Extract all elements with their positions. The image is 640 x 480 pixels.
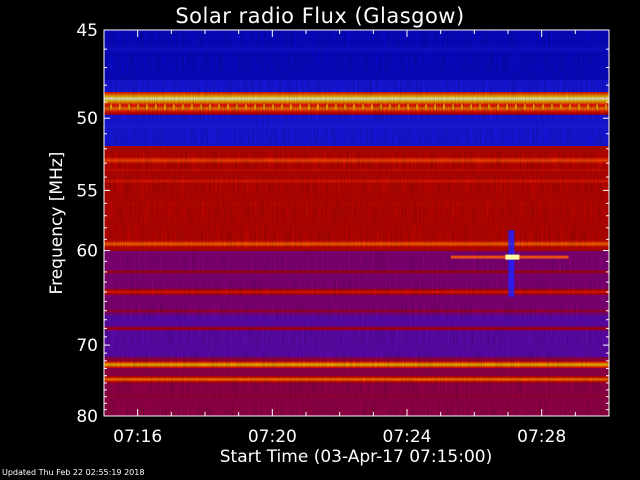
y-tick-label: 60 (76, 242, 98, 262)
x-axis-label: Start Time (03-Apr-17 07:15:00) (220, 447, 492, 467)
y-tick-label: 50 (76, 109, 98, 129)
plot-area (104, 30, 609, 416)
x-axis: 07:16 07:20 07:24 07:28 (103, 30, 610, 447)
burst-column (508, 230, 515, 297)
plot-border (103, 29, 610, 417)
updated-timestamp: Updated Thu Feb 22 02:55:19 2018 (2, 468, 145, 477)
y-tick-label: 70 (76, 336, 98, 356)
y-tick-label: 45 (76, 21, 98, 41)
x-tick-label: 07:28 (517, 427, 566, 447)
y-tick-label: 80 (76, 407, 98, 427)
y-tick-label: 55 (76, 181, 98, 201)
noise-texture (104, 30, 609, 416)
chart-title: Solar radio Flux (Glasgow) (175, 4, 465, 28)
y-axis-label: Frequency [MHz] (47, 152, 67, 295)
x-tick-label: 07:24 (383, 427, 432, 447)
y-axis: 45 50 55 60 70 80 (76, 21, 609, 427)
burst-peak (505, 254, 520, 260)
x-tick-label: 07:20 (248, 427, 297, 447)
x-tick-label: 07:16 (113, 427, 162, 447)
